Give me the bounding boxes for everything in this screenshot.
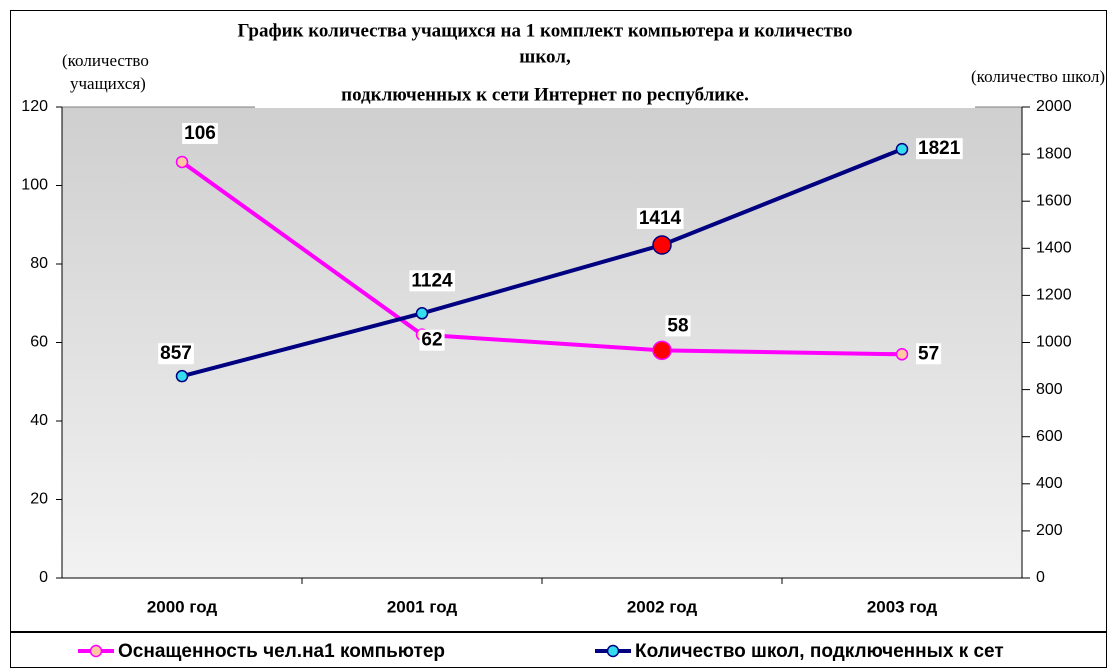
data-point <box>175 155 189 169</box>
data-label-bg <box>419 329 445 351</box>
y-tick-label: 40 <box>30 412 48 429</box>
y-axis-label: (количество <box>62 51 149 70</box>
y2-tick-label: 800 <box>1036 381 1063 398</box>
data-label: 58 <box>667 315 688 336</box>
y2-tick-label: 1800 <box>1036 145 1072 162</box>
x-tick-label: 2003 год <box>867 597 938 616</box>
y-tick-label: 20 <box>30 491 48 508</box>
series-line <box>181 147 903 379</box>
y-tick-label: 80 <box>30 255 48 272</box>
data-point <box>415 307 429 320</box>
x-tick-label: 2001 год <box>387 597 458 616</box>
data-label: 62 <box>421 330 442 351</box>
y2-tick-label: 600 <box>1036 428 1063 445</box>
y-axis-label: учащихся) <box>70 74 146 93</box>
legend-marker <box>606 644 620 658</box>
legend-label: Количество школ, подключенных к сет <box>635 641 1004 662</box>
x-tick-label: 2000 год <box>147 597 218 616</box>
legend-frame <box>10 632 1107 668</box>
chart-title: школ, <box>519 46 571 67</box>
data-point <box>895 142 909 156</box>
data-label-bg <box>916 343 942 365</box>
data-label: 857 <box>160 343 192 364</box>
legend: Оснащенность чел.на1 компьютер Количество… <box>78 641 1004 662</box>
y-tick-label: 60 <box>30 334 48 351</box>
chart-title: подключенных к сети Интернет по республи… <box>341 84 749 105</box>
data-label: 57 <box>918 343 939 364</box>
y-tick-label: 100 <box>21 177 48 194</box>
y-tick-label: 120 <box>21 98 48 115</box>
legend-label: Оснащенность чел.на1 компьютер <box>118 641 445 662</box>
data-point <box>895 348 909 361</box>
y2-axis-label: (количество школ) <box>971 67 1105 86</box>
y2-tick-label: 200 <box>1036 522 1063 539</box>
y-tick-label: 0 <box>39 569 48 586</box>
data-label-bg <box>916 138 963 160</box>
data-label-bg <box>182 122 218 144</box>
chart-title: График количества учащихся на 1 комплект… <box>237 20 852 41</box>
data-label: 1821 <box>918 138 961 159</box>
data-label-bg <box>636 208 684 230</box>
y2-tick-label: 1600 <box>1036 192 1072 209</box>
data-label-bg <box>158 343 194 365</box>
y2-tick-label: 0 <box>1036 569 1045 586</box>
x-tick-label: 2002 год <box>627 597 698 616</box>
title-bg <box>255 82 975 108</box>
data-point <box>175 369 189 383</box>
data-point <box>652 340 672 361</box>
data-point <box>652 235 672 255</box>
y2-tick-label: 2000 <box>1036 98 1072 115</box>
y2-tick-label: 1200 <box>1036 287 1072 304</box>
series-line <box>180 160 903 357</box>
y2-tick-label: 400 <box>1036 475 1063 492</box>
data-label: 1414 <box>639 208 682 229</box>
data-label: 106 <box>184 123 216 144</box>
legend-marker <box>89 644 103 658</box>
data-label: 1124 <box>411 270 453 291</box>
y2-tick-label: 1400 <box>1036 240 1072 257</box>
y2-tick-label: 1000 <box>1036 334 1072 351</box>
data-label-bg <box>409 270 456 292</box>
data-label-bg <box>665 315 691 337</box>
